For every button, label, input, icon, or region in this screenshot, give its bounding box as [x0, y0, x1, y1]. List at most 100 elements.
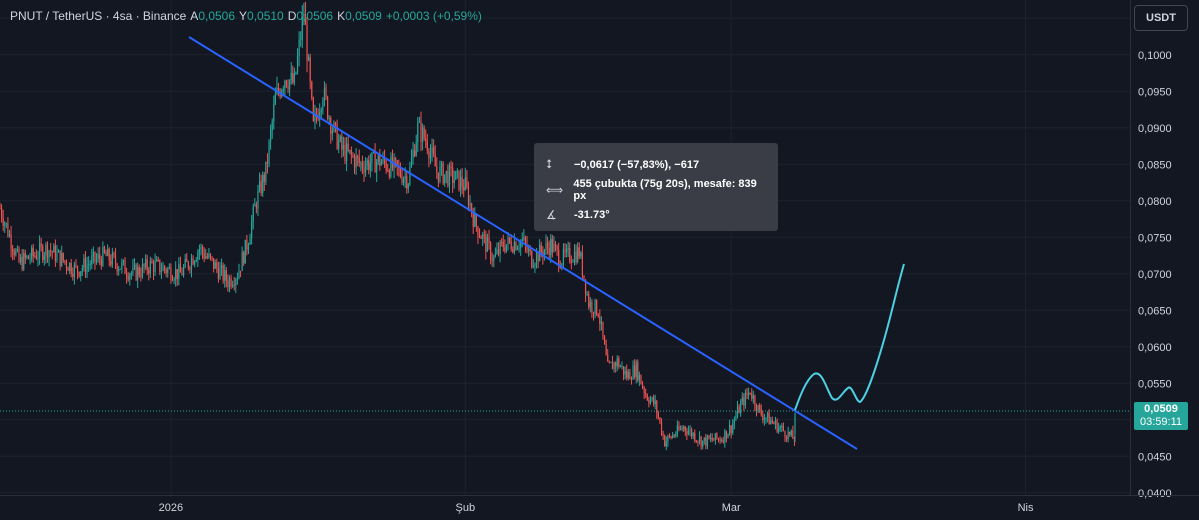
candle-body [246, 239, 248, 250]
candle-body [564, 248, 566, 253]
candle-body [306, 24, 308, 61]
candle-body [38, 243, 41, 258]
candle-body [665, 441, 667, 447]
candle-body [740, 402, 742, 414]
projection-curve[interactable] [794, 263, 905, 411]
candle-body [781, 425, 783, 428]
time-axis[interactable]: 2026 Şub Mar Nis [159, 502, 1034, 514]
candle-body [19, 256, 22, 262]
candle-body [81, 268, 83, 272]
candle-body [592, 312, 595, 314]
candle-body [516, 247, 519, 250]
candle-body [624, 370, 626, 375]
candle-body [163, 266, 166, 270]
candle-body [793, 438, 796, 443]
candle-body [103, 247, 106, 253]
candle-body [482, 234, 484, 239]
candle-body [418, 121, 420, 123]
low-value: 0,0506 [296, 9, 334, 23]
candle-body [327, 96, 329, 119]
trendline[interactable] [188, 36, 858, 450]
candle-body [773, 422, 775, 425]
candle-body [785, 437, 788, 440]
candle-body [684, 426, 686, 432]
candle-body [334, 122, 337, 125]
candle-body [513, 241, 515, 253]
candle-body [426, 141, 428, 151]
candle-body [21, 256, 23, 270]
candle-body [12, 248, 14, 252]
candle-body [344, 144, 346, 162]
candle-body [421, 127, 424, 142]
symbol-label[interactable]: PNUT / TetherUS · 4sa · Binance [10, 9, 187, 23]
candle-body [646, 395, 648, 400]
change-value: +0,0003 (+0,59%) [385, 9, 482, 23]
candle-body [323, 87, 326, 101]
candle-body [168, 267, 170, 269]
candle-body [328, 118, 330, 119]
candle-body [308, 56, 310, 61]
candle-body [488, 237, 490, 244]
currency-button[interactable]: USDT [1134, 5, 1188, 31]
time-tick-label: 2026 [159, 502, 183, 514]
candle-body [461, 176, 463, 187]
candle-body [358, 157, 360, 163]
candle-body [369, 163, 371, 171]
candle-body [266, 161, 269, 164]
candle-body [287, 86, 289, 90]
candle-body [472, 213, 474, 227]
candle-body [637, 362, 639, 381]
candle-body [716, 433, 718, 439]
candle-body [744, 392, 747, 406]
candle-body [412, 150, 414, 159]
candle-body [157, 259, 159, 261]
time-tick-label: Mar [722, 502, 741, 514]
candle-body [119, 268, 121, 270]
candle-body [645, 393, 647, 396]
candle-body [379, 155, 381, 166]
candle-body [118, 269, 120, 272]
candle-body [70, 262, 72, 274]
candle-body [122, 260, 125, 263]
candle-body [641, 384, 644, 388]
candle-body [374, 151, 376, 173]
candle-body [499, 241, 501, 255]
candle-body [227, 280, 229, 288]
candle-body [439, 166, 441, 182]
candle-body [232, 284, 234, 287]
candle-body [751, 393, 753, 399]
candle-body [407, 184, 409, 189]
candle-body [404, 176, 406, 179]
drawings[interactable] [0, 36, 1130, 450]
candle-body [703, 437, 705, 441]
candle-body [728, 425, 731, 434]
candle-body [586, 294, 588, 295]
candle-body [349, 149, 351, 151]
candle-body [414, 150, 416, 156]
candle-body [675, 434, 677, 436]
candle-body [388, 170, 390, 177]
candle-body [708, 435, 710, 439]
price-tick-label: 0,0550 [1138, 378, 1172, 390]
candle-body [529, 249, 531, 252]
candle-body [181, 272, 183, 276]
price-tick-label: 0,0800 [1138, 196, 1172, 208]
candle-body [672, 435, 674, 438]
candle-body [527, 249, 530, 251]
candle-body [610, 362, 612, 363]
candle-body [558, 249, 560, 266]
candle-body [602, 321, 604, 337]
candle-body [184, 259, 186, 268]
candle-body [713, 440, 715, 441]
candle-body [262, 174, 264, 194]
candle-body [521, 239, 523, 241]
bars-range-icon: ⟺ [546, 182, 564, 197]
candle-body [471, 203, 473, 214]
candle-body [249, 238, 251, 245]
candle-body [40, 243, 42, 247]
high-label: Y [239, 9, 248, 23]
candle-body [146, 259, 148, 271]
candle-body [719, 438, 721, 442]
candle-body [239, 270, 242, 272]
